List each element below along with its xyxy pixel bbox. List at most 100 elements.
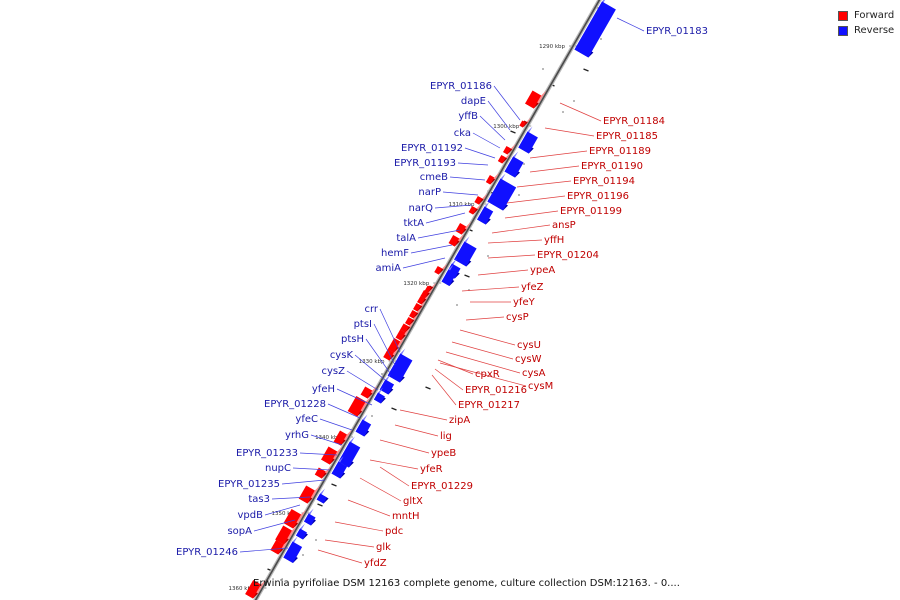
reverse-gene-label-ptsi: ptsI [354, 319, 372, 330]
gene-block-face [355, 419, 372, 437]
reverse-gene-block [441, 264, 457, 286]
forward-gene-label-yffh: yffH [544, 235, 564, 246]
reverse-gene-block [296, 523, 308, 540]
reverse-gene-leader [336, 388, 373, 406]
forward-gene-block [448, 233, 465, 247]
forward-gene-label-cysu: cysU [517, 340, 541, 351]
reverse-gene-block [518, 126, 538, 154]
forward-gene-block [497, 152, 511, 164]
gene-block-face [387, 338, 401, 353]
axis-tick-label: 1300 kbp [493, 124, 519, 130]
gene-block-face [275, 525, 292, 545]
gene-block-face [283, 541, 303, 563]
gene-block-face [448, 235, 460, 247]
forward-gene-block [413, 300, 426, 312]
reverse-gene-label-epyr-01246: EPYR_01246 [176, 547, 238, 558]
reverse-gene-label-hemf: hemF [381, 248, 409, 259]
reverse-swatch [838, 25, 848, 36]
reverse-gene-label-yfec: yfeC [295, 414, 318, 425]
forward-gene-block [321, 446, 343, 465]
reverse-gene-label-crr: crr [364, 304, 378, 315]
reverse-gene-label-cysk: cysK [330, 350, 354, 361]
reverse-gene-label-epyr-01192: EPYR_01192 [401, 143, 463, 154]
forward-gene-label-epyr-01190: EPYR_01190 [581, 161, 643, 172]
gene-block-face [504, 156, 524, 178]
reverse-gene-leader [281, 479, 326, 485]
forward-gene-block [314, 466, 331, 479]
forward-gene-block [347, 396, 371, 417]
forward-gene-label-pdc: pdc [385, 526, 403, 537]
forward-gene-label-epyr-01184: EPYR_01184 [603, 116, 665, 127]
forward-gene-leader [324, 539, 375, 548]
forward-gene-leader [379, 439, 430, 454]
reverse-gene-label-amia: amiA [376, 263, 402, 274]
axis-tick-label: 1360 kbp [229, 586, 255, 592]
reverse-gene-label-epyr-01183: EPYR_01183 [646, 26, 708, 37]
forward-gene-leader [434, 368, 464, 391]
forward-gene-block [275, 525, 297, 545]
reverse-gene-label-nupc: nupC [265, 463, 291, 474]
forward-gene-label-zipa: zipA [449, 415, 470, 426]
reverse-gene-label-dape: dapE [461, 96, 486, 107]
gene-block-face [316, 493, 328, 504]
forward-gene-label-epyr-01216: EPYR_01216 [465, 385, 527, 396]
reverse-gene-block [316, 488, 329, 504]
legend-reverse-label: Reverse [854, 25, 895, 36]
forward-gene-leader [347, 499, 391, 517]
forward-gene-leader [394, 424, 439, 437]
gene-block-face [379, 379, 395, 395]
forward-gene-leader [369, 459, 419, 470]
forward-gene-label-cysa: cysA [522, 368, 546, 379]
gene-block-face [373, 392, 385, 404]
gene-block-face [487, 178, 517, 211]
reverse-gene-leader [449, 176, 486, 181]
reverse-gene-label-narq: narQ [409, 203, 434, 214]
axis-tick-label: 1330 kbp [359, 359, 385, 365]
gene-block-face [434, 266, 443, 275]
minor-feature-dot [280, 579, 282, 581]
gene-block-face [468, 206, 477, 215]
forward-gene-block [333, 429, 352, 446]
forward-gene-label-lig: lig [440, 431, 452, 442]
axis-tick-label: 1290 kbp [539, 44, 565, 50]
forward-gene-leader [465, 316, 505, 321]
reverse-gene-leader [487, 100, 511, 131]
legend-forward: Forward [838, 8, 894, 23]
reverse-gene-leader [239, 547, 289, 553]
reverse-gene-leader [464, 147, 496, 159]
forward-gene-block [383, 347, 399, 361]
forward-gene-leader [317, 549, 363, 564]
reverse-gene-label-tala: talA [396, 233, 416, 244]
gene-block-face [474, 196, 483, 205]
minor-feature-dot [573, 100, 575, 102]
reverse-gene-leader [327, 403, 361, 419]
forward-gene-block [298, 485, 320, 504]
forward-gene-leader [399, 409, 448, 421]
forward-gene-block [434, 263, 448, 275]
forward-gene-label-epyr-01185: EPYR_01185 [596, 131, 658, 142]
forward-gene-block [474, 193, 488, 205]
gene-block-face [331, 461, 348, 479]
reverse-gene-block [477, 201, 494, 225]
reverse-gene-leader [271, 496, 311, 500]
forward-gene-block [468, 203, 482, 215]
forward-gene-leader [461, 286, 520, 292]
forward-gene-label-cysp: cysP [506, 312, 529, 323]
reverse-gene-label-yfeh: yfeH [312, 384, 335, 395]
minor-feature-mark [510, 130, 516, 134]
forward-gene-block [270, 539, 289, 555]
gene-block-face [574, 1, 616, 58]
forward-gene-label-yfdz: yfdZ [364, 558, 387, 569]
reverse-gene-label-yrhg: yrhG [285, 430, 309, 441]
minor-feature-mark [583, 68, 589, 72]
legend-reverse: Reverse [838, 23, 894, 38]
reverse-gene-label-cka: cka [454, 128, 471, 139]
forward-gene-label-epyr-01217: EPYR_01217 [458, 400, 520, 411]
reverse-gene-leader [402, 257, 446, 269]
reverse-gene-block [379, 374, 395, 395]
forward-gene-label-cysm: cysM [528, 381, 553, 392]
reverse-gene-leader [410, 244, 453, 254]
forward-gene-leader [451, 341, 514, 360]
gene-block-face [417, 296, 425, 305]
minor-feature-dot [518, 194, 520, 196]
